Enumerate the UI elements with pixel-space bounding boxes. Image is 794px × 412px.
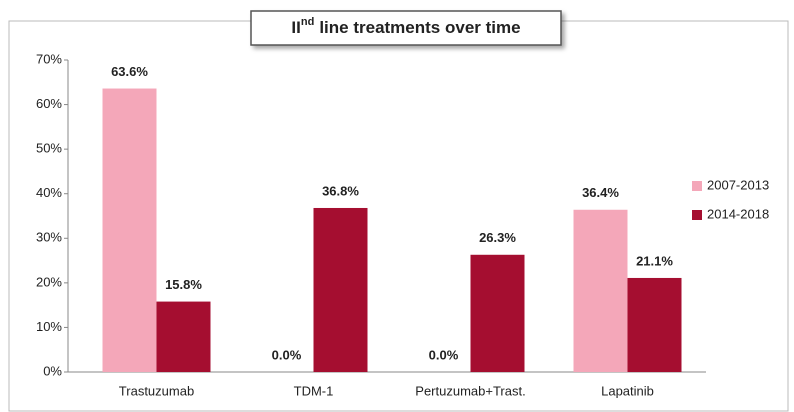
title-part: II bbox=[291, 18, 300, 37]
value-label: 26.3% bbox=[479, 230, 516, 245]
bar bbox=[156, 301, 211, 372]
value-label: 36.4% bbox=[582, 185, 619, 200]
bar bbox=[627, 277, 682, 372]
x-tick-label: Lapatinib bbox=[601, 383, 654, 398]
y-tick-label: 30% bbox=[36, 230, 62, 245]
bar bbox=[313, 207, 368, 372]
bar bbox=[573, 209, 628, 372]
y-tick-label: 20% bbox=[36, 274, 62, 289]
legend-label: 2014-2018 bbox=[707, 206, 769, 221]
value-label: 36.8% bbox=[322, 183, 359, 198]
legend-swatch bbox=[692, 181, 702, 191]
y-tick-label: 70% bbox=[36, 51, 62, 66]
title-superscript: nd bbox=[301, 16, 314, 28]
bar bbox=[470, 254, 525, 372]
title-part: line treatments over time bbox=[319, 18, 520, 37]
value-label: 21.1% bbox=[636, 253, 673, 268]
y-tick-label: 40% bbox=[36, 185, 62, 200]
title-box bbox=[250, 10, 562, 46]
x-tick-label: Trastuzumab bbox=[119, 383, 194, 398]
value-label: 0.0% bbox=[272, 347, 302, 362]
x-tick-label: Pertuzumab+Trast. bbox=[415, 383, 525, 398]
y-tick-label: 50% bbox=[36, 141, 62, 156]
value-label: 15.8% bbox=[165, 277, 202, 292]
value-label: 0.0% bbox=[429, 347, 459, 362]
chart-title: IInd line treatments over time bbox=[291, 16, 520, 38]
y-tick-label: 0% bbox=[43, 363, 62, 378]
y-tick-label: 60% bbox=[36, 96, 62, 111]
bar bbox=[102, 88, 157, 373]
x-tick-label: TDM-1 bbox=[294, 383, 334, 398]
y-tick-label: 10% bbox=[36, 319, 62, 334]
legend-swatch bbox=[692, 210, 702, 220]
value-label: 63.6% bbox=[111, 64, 148, 79]
legend-label: 2007-2013 bbox=[707, 177, 769, 192]
